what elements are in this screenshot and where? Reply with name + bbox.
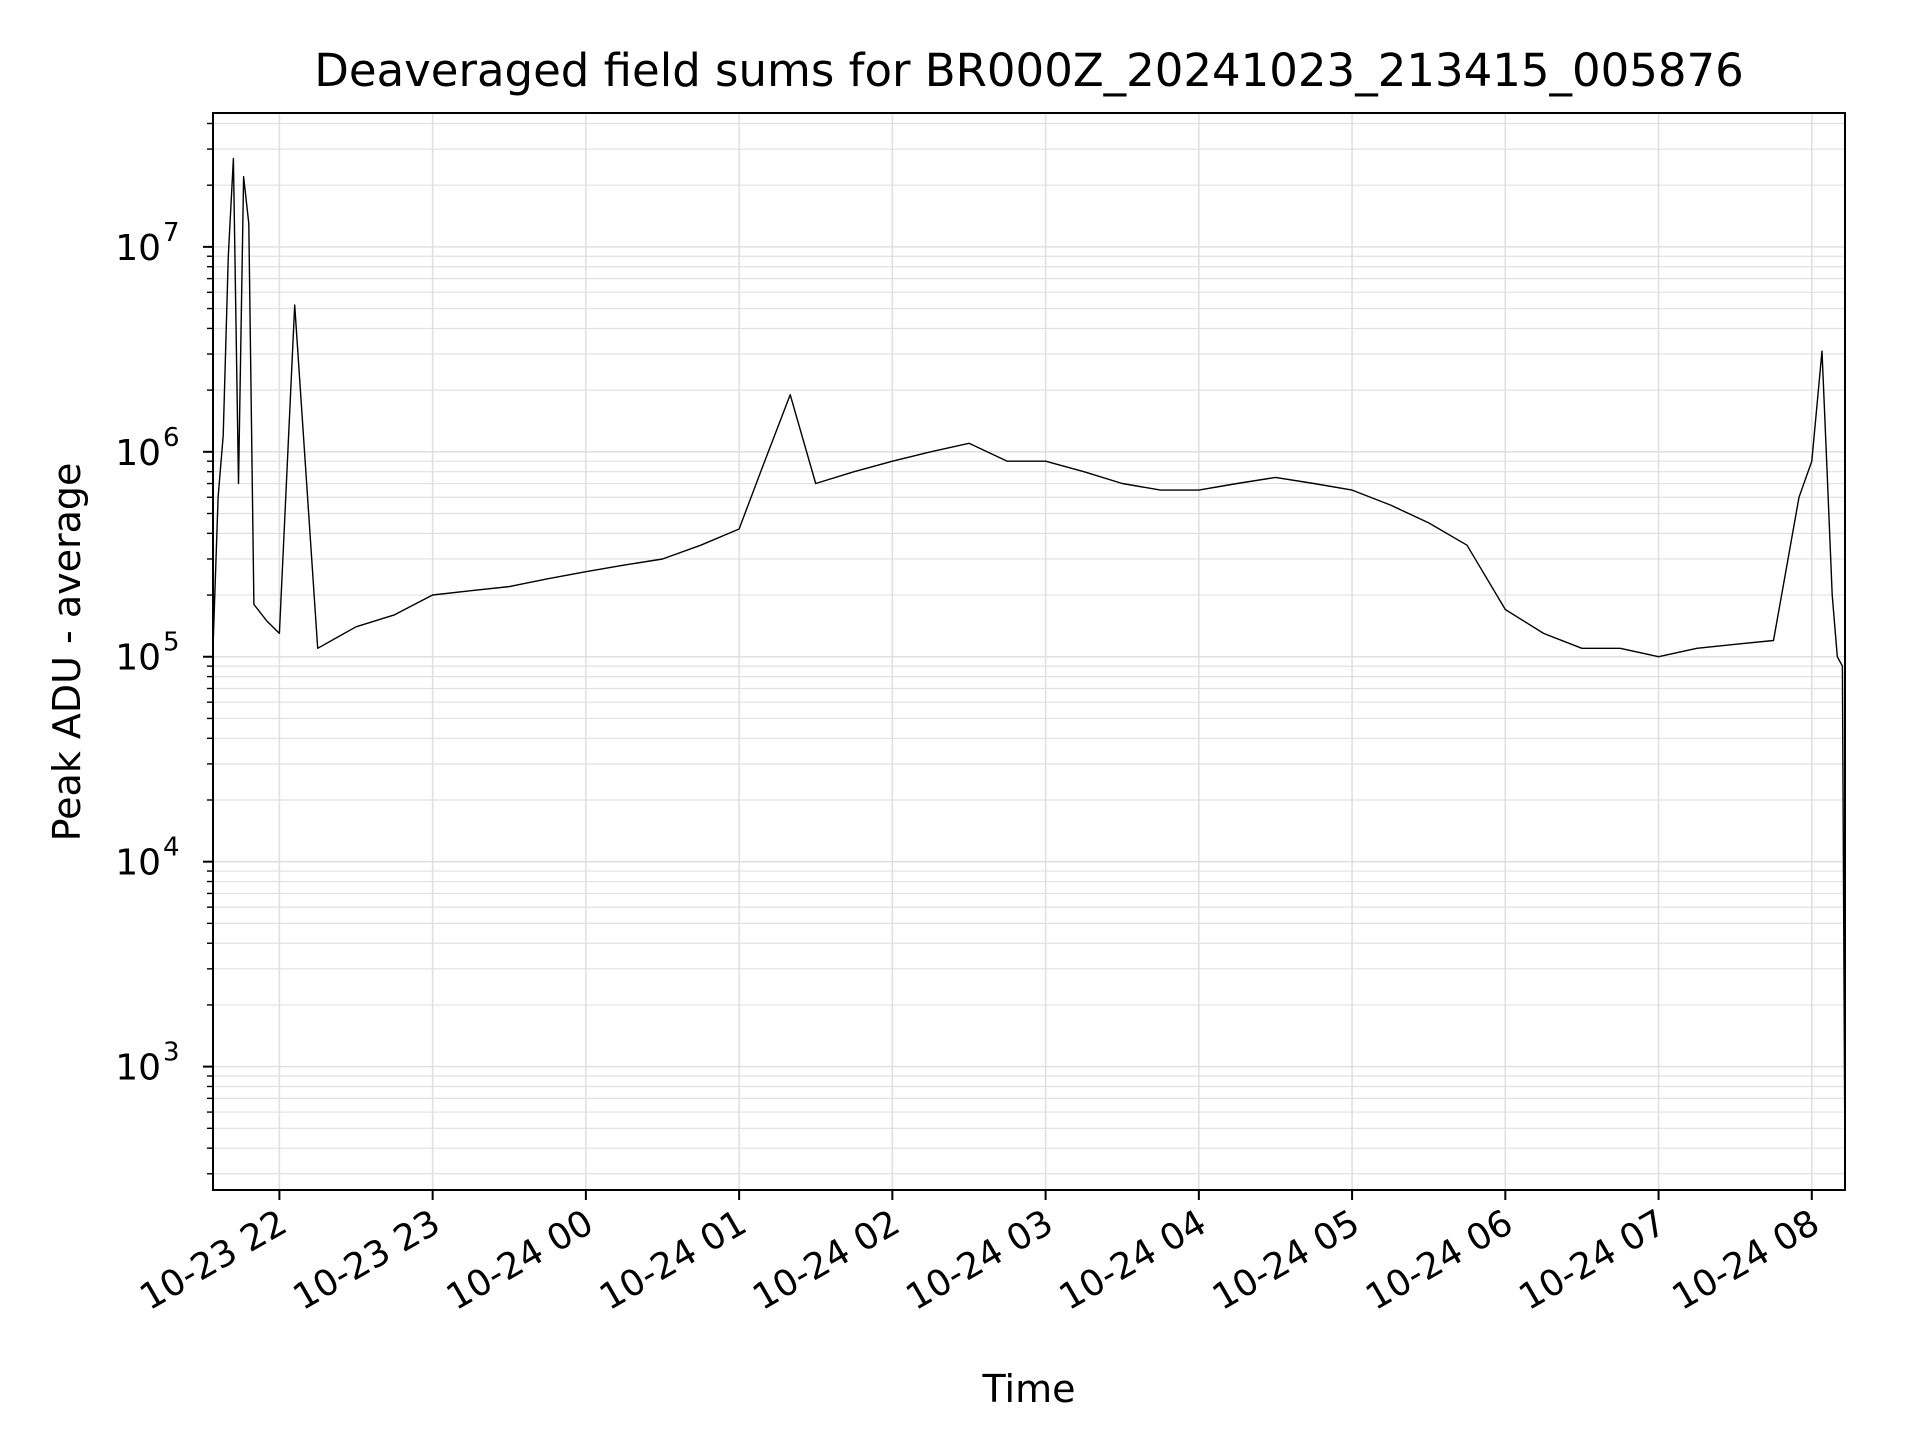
series-line — [212, 157, 1846, 1174]
y-tick-label: 10 — [115, 433, 161, 474]
y-tick-exponent: 3 — [163, 1038, 180, 1068]
y-tick-exponent: 4 — [163, 833, 180, 863]
y-tick-label: 10 — [115, 638, 161, 679]
y-axis-label: Peak ADU - average — [45, 463, 89, 842]
y-tick-label: 10 — [115, 843, 161, 884]
y-tick-label: 10 — [115, 228, 161, 269]
x-axis-label: Time — [982, 1367, 1076, 1411]
plot-frame — [212, 112, 1846, 1191]
y-tick-exponent: 7 — [163, 218, 180, 248]
data-layer — [212, 157, 1846, 1174]
y-tick-exponent: 6 — [163, 423, 180, 453]
y-tick-label: 10 — [115, 1048, 161, 1089]
chart-title: Deaveraged field sums for BR000Z_2024102… — [314, 44, 1744, 97]
grid — [213, 113, 1845, 1190]
y-tick-exponent: 5 — [163, 628, 180, 658]
